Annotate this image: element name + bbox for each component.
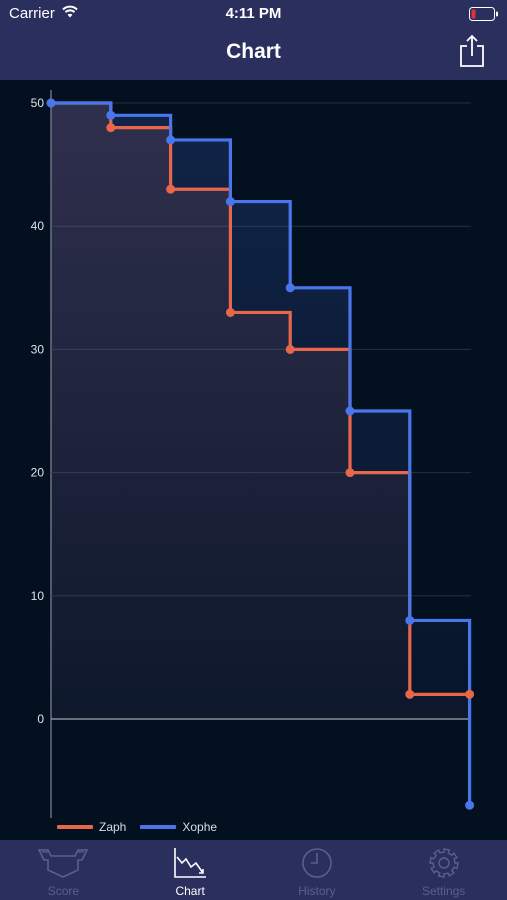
wifi-icon [62,5,78,22]
legend-item-zaph: Zaph [57,820,126,834]
tab-score-label: Score [47,884,80,898]
tab-settings[interactable]: Settings [380,840,507,900]
status-time: 4:11 PM [225,5,282,22]
y-tick-label: 40 [31,219,45,233]
y-tick-label: 10 [31,589,45,603]
series-fill-xophe [51,103,470,806]
page-title: Chart [226,40,281,63]
battery-icon [469,7,499,25]
legend-swatch-zaph [57,825,93,829]
legend-item-xophe: Xophe [140,820,217,834]
y-tick-label: 50 [31,96,45,110]
data-point-xophe [225,197,235,207]
legend-label-zaph: Zaph [99,820,127,834]
clock-icon [301,846,333,880]
share-icon [460,34,484,67]
gear-outline [428,848,459,878]
data-point-zaph [345,468,355,478]
chart-legend: Zaph Xophe [57,818,231,836]
tab-settings-label: Settings [421,884,466,898]
data-point-xophe [405,615,415,625]
y-tick-label: 0 [37,712,44,726]
chart-area: 0 10 20 30 40 50 Zaph Xophe [0,80,507,840]
data-point-xophe [345,406,355,416]
data-point-xophe [166,135,176,145]
share-button[interactable] [459,34,485,73]
data-point-zaph [285,344,295,354]
chart-icon [173,846,207,880]
tab-bar: Score Chart History Settings [0,840,507,900]
data-point-xophe [46,98,56,108]
data-point-zaph [225,307,235,317]
data-point-zaph [106,123,116,133]
data-point-xophe [465,800,475,810]
tab-chart-label: Chart [175,884,205,898]
step-chart: 0 10 20 30 40 50 [31,90,475,818]
data-point-xophe [106,110,116,120]
gear-hub [437,857,450,869]
legend-swatch-xophe [140,825,177,829]
data-point-zaph [166,184,176,194]
tab-chart[interactable]: Chart [127,840,254,900]
tab-history-label: History [298,884,336,898]
nav-bar: Chart [0,28,507,80]
tab-score[interactable]: Score [0,840,127,900]
status-bar: Carrier 4:11 PM [0,0,507,28]
data-point-zaph [465,689,475,699]
gear-icon [428,846,460,880]
series-line-xophe [51,101,472,806]
data-point-zaph [405,689,415,699]
tab-history[interactable]: History [254,840,381,900]
carrier-label: Carrier [9,5,55,22]
series-line-zaph [51,101,470,696]
y-tick-label: 20 [31,466,45,480]
data-point-xophe [285,283,295,293]
y-tick-label: 30 [31,342,45,356]
legend-label-xophe: Xophe [182,820,218,834]
shield-icon [38,846,89,880]
